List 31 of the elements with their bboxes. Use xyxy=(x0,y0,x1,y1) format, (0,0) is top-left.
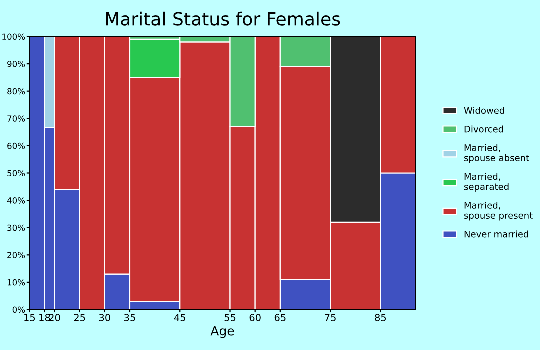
x-axis-title: Age xyxy=(210,326,234,338)
y-tick-label: 40% xyxy=(7,198,26,204)
y-tick-label: 50% xyxy=(8,170,26,177)
y-tick-label: 20% xyxy=(8,252,26,258)
legend-label: Married, spouse absent xyxy=(464,144,530,164)
legend-label: Widowed xyxy=(464,107,504,114)
y-tick-label: 100% xyxy=(2,34,26,40)
y-tick-label: 80% xyxy=(8,88,26,95)
x-tick-label: 25 xyxy=(74,314,86,322)
y-tick-label: 0% xyxy=(12,306,26,314)
x-tick-label: 85 xyxy=(375,314,386,322)
legend-label: Never married xyxy=(464,230,528,238)
y-tick-label: 30% xyxy=(8,224,26,232)
chart-title: Marital Status for Females xyxy=(106,12,340,26)
x-tick-label: 60 xyxy=(250,314,261,322)
x-tick-label: 35 xyxy=(124,314,136,322)
y-tick-label: 10% xyxy=(8,279,26,286)
legend-label: Divorced xyxy=(464,126,504,133)
x-tick-label: 18 xyxy=(40,314,50,322)
y-tick-label: 90% xyxy=(8,61,26,68)
y-tick-label: 70% xyxy=(8,116,26,122)
legend-label: Married, separated xyxy=(464,173,509,192)
y-tick-label: 60% xyxy=(8,142,26,150)
legend-label: Married, spouse present xyxy=(464,202,533,221)
x-tick-label: 65 xyxy=(274,314,286,322)
x-tick-label: 55 xyxy=(224,314,236,322)
x-tick-label: 20 xyxy=(49,314,60,322)
x-tick-label: 75 xyxy=(325,314,336,322)
x-tick-label: 15 xyxy=(24,314,36,322)
x-tick-label: 45 xyxy=(174,314,186,322)
x-tick-label: 30 xyxy=(99,314,110,322)
